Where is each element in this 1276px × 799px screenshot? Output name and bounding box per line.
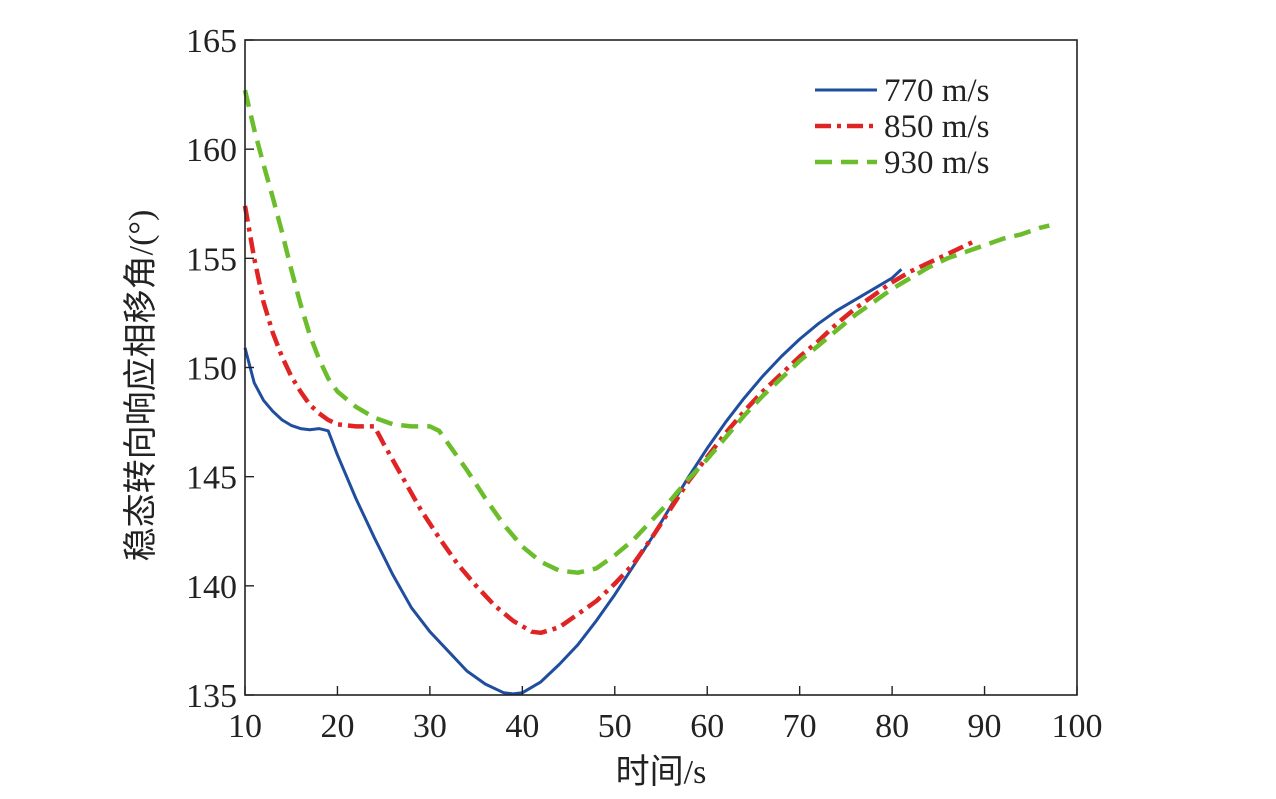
x-tick-label: 20 [320,708,354,745]
x-tick-label: 70 [783,708,817,745]
y-tick-label: 135 [186,678,237,715]
series-line-2 [242,205,977,636]
legend-label-3: 930 m/s [884,145,989,181]
x-tick-label: 10 [228,708,262,745]
x-tick-label: 90 [968,708,1002,745]
legend-label-2: 850 m/s [884,109,989,145]
x-tick-label: 40 [505,708,539,745]
y-tick-label: 160 [186,132,237,169]
series-line-3 [242,89,1050,575]
legend-label-1: 770 m/s [884,73,989,109]
x-axis-title: 时间/s [616,754,707,791]
x-tick-label: 60 [690,708,724,745]
y-tick-label: 140 [186,569,237,606]
series-line-1 [243,268,903,696]
axes: 10 20 30 40 50 60 70 80 90 100 135 140 145 150 155 160 1… [186,23,1103,745]
x-tick-label: 30 [413,708,447,745]
x-tick-label: 50 [598,708,632,745]
y-tick-label: 165 [186,23,237,60]
x-tick-label: 80 [875,708,909,745]
y-tick-label: 145 [186,460,237,497]
x-tick-label: 100 [1052,708,1103,745]
y-axis-title: 稳态转向响应相移角/(°) [122,210,160,562]
y-tick-label: 155 [186,241,237,278]
y-tick-label: 150 [186,351,237,388]
